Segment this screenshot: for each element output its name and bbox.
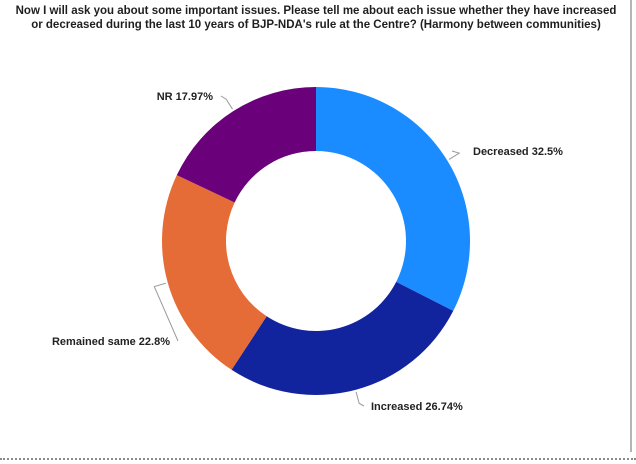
leader-line-nr xyxy=(220,95,233,110)
data-label-increased: Increased 26.74% xyxy=(371,401,463,413)
slice-increased[interactable] xyxy=(231,281,454,396)
leader-line-decreased xyxy=(448,150,461,160)
chart-visual-container: Now I will ask you about some important … xyxy=(15,0,632,452)
chart-title: Now I will ask you about some important … xyxy=(15,5,617,31)
leader-line-remained-same xyxy=(153,282,179,342)
slice-remained-same[interactable] xyxy=(161,175,267,370)
leader-line-increased xyxy=(355,391,365,407)
slice-nr[interactable] xyxy=(176,87,316,203)
bottom-divider xyxy=(0,458,636,460)
data-label-nr: NR 17.97% xyxy=(157,91,213,103)
data-label-decreased: Decreased 32.5% xyxy=(473,146,563,158)
donut-chart: Decreased 32.5% Increased 26.74% Remained … xyxy=(52,87,563,413)
data-label-remained-same: Remained same 22.8% xyxy=(52,336,170,348)
slice-decreased[interactable] xyxy=(316,87,470,311)
